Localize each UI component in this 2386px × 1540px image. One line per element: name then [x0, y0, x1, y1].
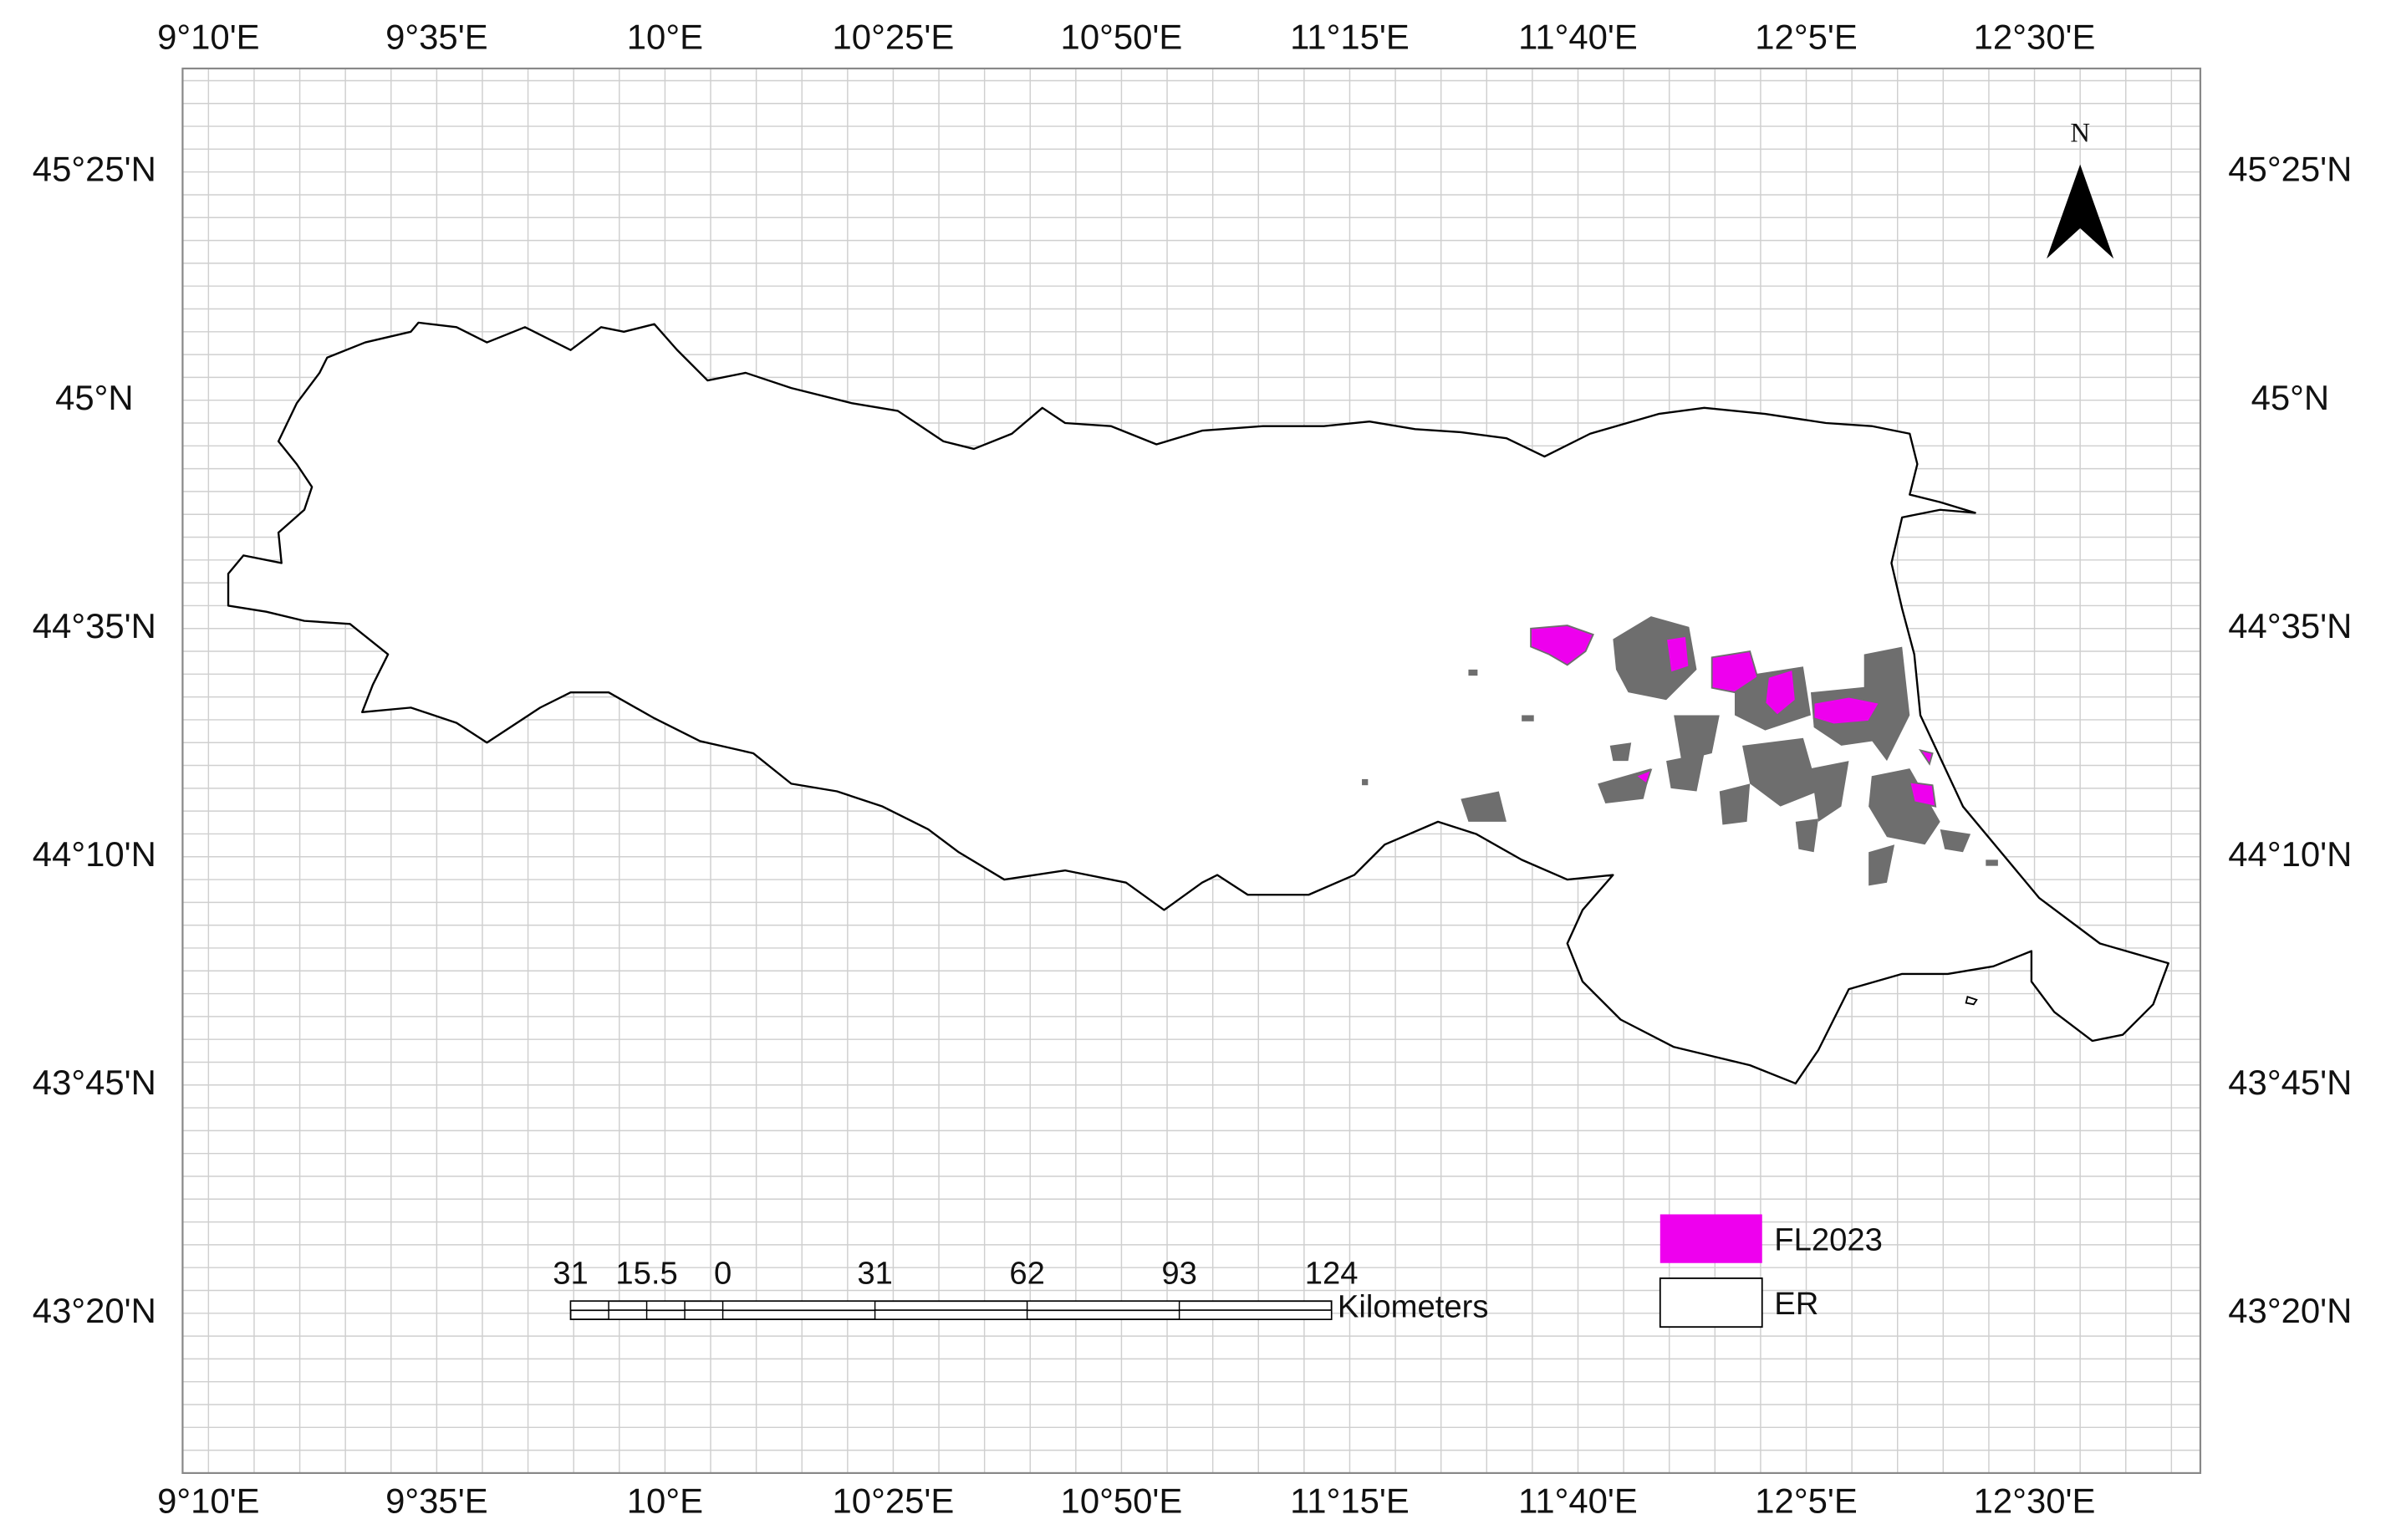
- latitude-label: 45°25'N: [33, 150, 156, 189]
- latitude-label: 45°N: [2251, 378, 2330, 417]
- longitude-label: 11°15'E: [1290, 17, 1410, 56]
- longitude-label: 11°40'E: [1518, 1481, 1638, 1520]
- longitude-label: 11°40'E: [1518, 17, 1638, 56]
- scale-label: 15.5: [615, 1255, 677, 1291]
- scale-label: 0: [714, 1255, 732, 1291]
- scale-label: 62: [1009, 1255, 1045, 1291]
- latitude-label: 43°20'N: [33, 1291, 156, 1330]
- latitude-label: 43°45'N: [2228, 1063, 2352, 1102]
- region-islet: [1965, 996, 1978, 1006]
- longitude-label: 12°30'E: [1974, 17, 2096, 56]
- longitude-label: 9°10'E: [157, 17, 260, 56]
- scale-label: 124: [1305, 1255, 1359, 1291]
- latitude-label: 43°45'N: [33, 1063, 156, 1102]
- longitude-label: 10°E: [627, 17, 703, 56]
- flood-2023-patches: [1530, 625, 1937, 808]
- longitude-label: 9°35'E: [385, 1481, 488, 1520]
- latitude-label: 45°N: [55, 378, 134, 417]
- region-outline: [227, 321, 2169, 1085]
- scale-bar: Kilometers 31 15.5 0 31 62 93 124: [553, 1255, 1488, 1324]
- latitude-label: 44°35'N: [2228, 606, 2352, 645]
- latitude-label: 44°10'N: [2228, 834, 2352, 874]
- longitude-label: 10°25'E: [833, 1481, 955, 1520]
- longitude-label: 12°5'E: [1755, 1481, 1858, 1520]
- scale-label: 31: [857, 1255, 893, 1291]
- longitude-label: 9°10'E: [157, 1481, 260, 1520]
- legend-label: ER: [1774, 1286, 1818, 1322]
- longitude-label: 10°25'E: [833, 17, 955, 56]
- legend-swatch: [1659, 1277, 1763, 1328]
- latitude-label: 44°10'N: [33, 834, 156, 874]
- longitude-label: 11°15'E: [1290, 1481, 1410, 1520]
- legend-swatch: [1659, 1214, 1762, 1263]
- latitude-label: 43°20'N: [2228, 1291, 2352, 1330]
- north-arrow: [2047, 164, 2114, 259]
- scale-label: 31: [553, 1255, 589, 1291]
- latitude-label: 44°35'N: [33, 606, 156, 645]
- scale-label: 93: [1161, 1255, 1197, 1291]
- longitude-label: 9°35'E: [385, 17, 488, 56]
- legend: FL2023 ER: [1659, 1214, 1883, 1328]
- longitude-label: 10°50'E: [1061, 1481, 1183, 1520]
- legend-label: FL2023: [1774, 1221, 1883, 1257]
- longitude-label: 10°E: [627, 1481, 703, 1520]
- longitude-label: 12°30'E: [1974, 1481, 2096, 1520]
- scale-unit: Kilometers: [1338, 1288, 1489, 1324]
- north-label: N: [2070, 119, 2090, 149]
- latitude-label: 45°25'N: [2228, 150, 2352, 189]
- map-frame: [181, 67, 2202, 1475]
- longitude-label: 10°50'E: [1061, 17, 1183, 56]
- longitude-label: 12°5'E: [1755, 17, 1858, 56]
